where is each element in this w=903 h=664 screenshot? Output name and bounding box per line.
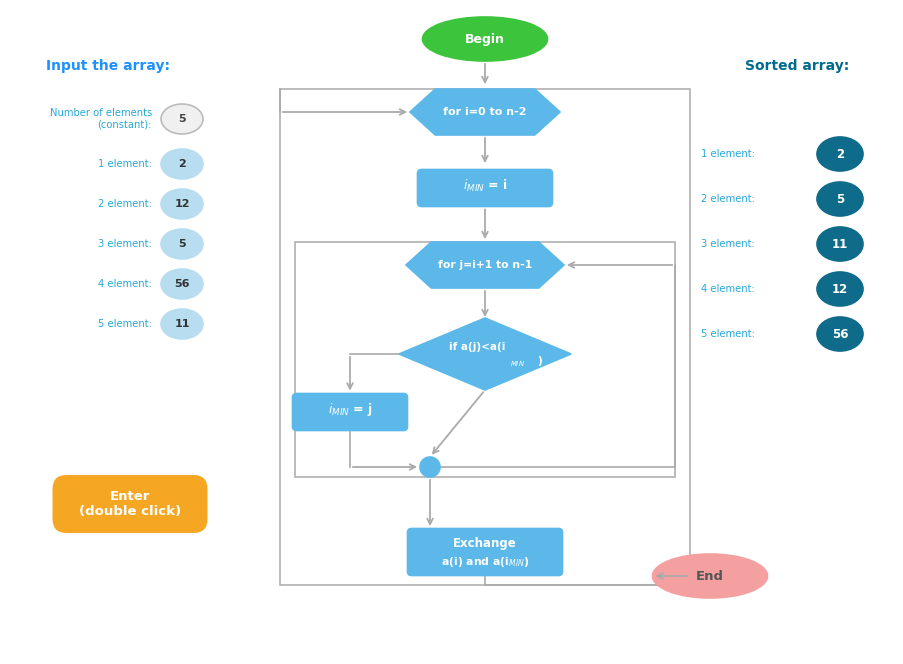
Ellipse shape	[161, 104, 203, 134]
Ellipse shape	[161, 269, 203, 299]
Text: 56: 56	[174, 279, 190, 289]
Text: 5: 5	[178, 114, 186, 124]
Text: if a(j)<a(i: if a(j)<a(i	[448, 342, 505, 352]
Text: 1 element:: 1 element:	[701, 149, 754, 159]
Text: Begin: Begin	[464, 33, 505, 46]
Text: 1 element:: 1 element:	[98, 159, 152, 169]
FancyBboxPatch shape	[293, 394, 407, 430]
Polygon shape	[405, 242, 563, 288]
Text: for i=0 to n-2: for i=0 to n-2	[442, 107, 526, 117]
FancyBboxPatch shape	[417, 169, 552, 207]
Text: 5: 5	[178, 239, 186, 249]
Text: 5: 5	[835, 193, 843, 205]
Text: ): )	[537, 356, 542, 366]
Text: 5 element:: 5 element:	[98, 319, 152, 329]
Ellipse shape	[161, 189, 203, 219]
Text: 56: 56	[831, 327, 847, 341]
Polygon shape	[398, 318, 571, 390]
Text: 12: 12	[174, 199, 190, 209]
Ellipse shape	[161, 229, 203, 259]
Ellipse shape	[816, 137, 862, 171]
Text: Number of elements
(constant):: Number of elements (constant):	[50, 108, 152, 129]
Text: 11: 11	[831, 238, 847, 250]
Text: 4 element:: 4 element:	[701, 284, 754, 294]
Text: Exchange: Exchange	[452, 537, 517, 550]
Text: Sorted array:: Sorted array:	[744, 59, 848, 73]
Text: $i_{MIN}$ = j: $i_{MIN}$ = j	[327, 402, 372, 418]
FancyBboxPatch shape	[52, 475, 208, 533]
Text: 12: 12	[831, 282, 847, 295]
Ellipse shape	[422, 17, 547, 61]
Text: for j=i+1 to n-1: for j=i+1 to n-1	[437, 260, 532, 270]
Ellipse shape	[161, 309, 203, 339]
Text: Enter
(double click): Enter (double click)	[79, 490, 181, 518]
Ellipse shape	[816, 272, 862, 306]
Ellipse shape	[420, 457, 440, 477]
Text: Input the array:: Input the array:	[46, 59, 170, 73]
Ellipse shape	[652, 554, 767, 598]
Text: 2: 2	[835, 147, 843, 161]
Text: 2 element:: 2 element:	[98, 199, 152, 209]
Ellipse shape	[816, 317, 862, 351]
Text: 3 element:: 3 element:	[98, 239, 152, 249]
Text: $i_{MIN}$ = i: $i_{MIN}$ = i	[462, 178, 507, 194]
FancyBboxPatch shape	[407, 529, 562, 576]
Text: a(i) and a(i$_{MIN}$): a(i) and a(i$_{MIN}$)	[441, 555, 528, 569]
Ellipse shape	[816, 227, 862, 261]
Text: 11: 11	[174, 319, 190, 329]
Text: $_{MIN}$: $_{MIN}$	[509, 359, 524, 369]
Text: 3 element:: 3 element:	[701, 239, 754, 249]
Text: 4 element:: 4 element:	[98, 279, 152, 289]
Text: 5 element:: 5 element:	[701, 329, 754, 339]
Text: End: End	[695, 570, 723, 582]
Text: 2 element:: 2 element:	[701, 194, 754, 204]
Text: 2: 2	[178, 159, 186, 169]
Ellipse shape	[161, 149, 203, 179]
Ellipse shape	[816, 182, 862, 216]
Polygon shape	[410, 89, 559, 135]
